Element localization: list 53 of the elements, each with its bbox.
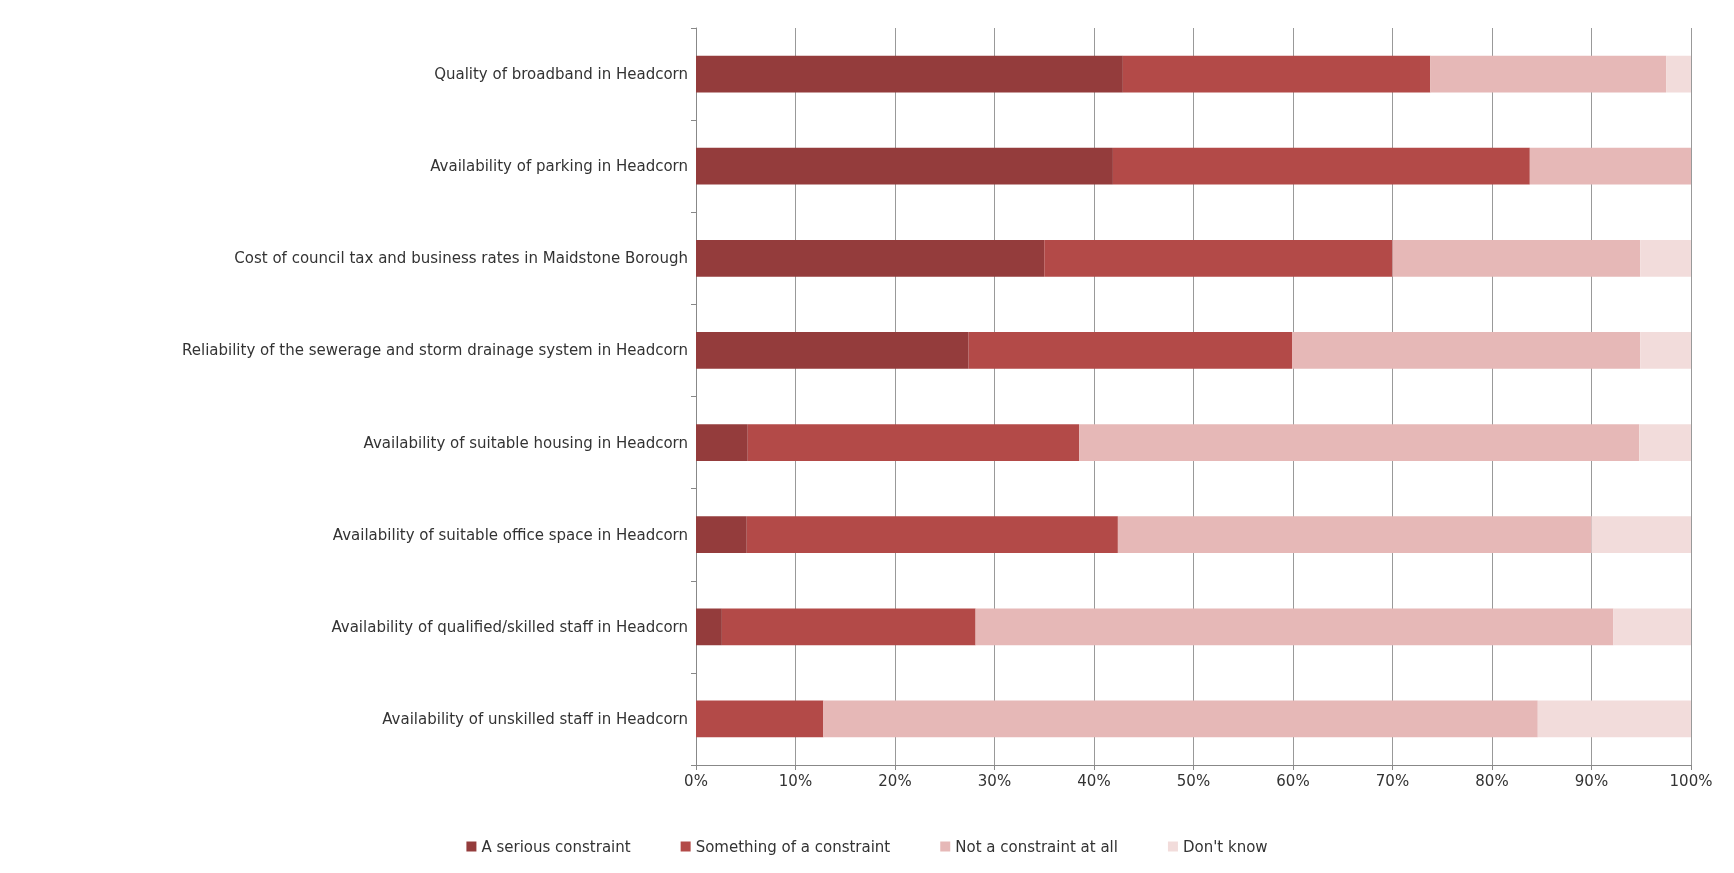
y-tick-label: Availability of qualified/skilled staff in Headcorn (331, 617, 688, 636)
bar (1122, 55, 1431, 93)
bar (1117, 516, 1592, 554)
bar (1529, 147, 1691, 185)
y-tick-label: Cost of council tax and business rates in Maidstone Borough (234, 249, 688, 268)
bar (696, 147, 1113, 185)
bar (747, 424, 1080, 461)
y-tick-label: Availability of suitable housing in Headcorn (363, 433, 688, 452)
y-tick-label: Reliability of the sewerage and storm drainage system in Headcorn (182, 341, 688, 360)
y-tick-label: Availability of parking in Headcorn (430, 157, 688, 176)
x-tick-label: 100% (1669, 771, 1713, 790)
bar (721, 608, 976, 646)
x-tick-label: 60% (1276, 771, 1310, 790)
bar (823, 700, 1538, 738)
bar (1640, 239, 1691, 277)
bar (746, 516, 1118, 554)
bar (1613, 608, 1691, 646)
bar (1640, 332, 1691, 369)
x-tick-label: 10% (778, 771, 813, 790)
legend-label: Something of a constraint (695, 837, 891, 856)
bar (1537, 700, 1691, 738)
x-tick-label: 50% (1176, 771, 1211, 790)
bar (975, 608, 1614, 646)
bar (696, 516, 747, 554)
x-tick-label: 80% (1475, 771, 1509, 790)
x-tick-label: 40% (1077, 771, 1111, 790)
y-tick-label: Quality of broadband in Headcorn (434, 65, 688, 84)
bar (696, 55, 1123, 93)
bar (1044, 239, 1393, 277)
bar (1591, 516, 1691, 554)
x-tick-label: 0% (684, 771, 708, 790)
bar (1666, 55, 1691, 93)
x-tick-label: 90% (1574, 771, 1609, 790)
bar (968, 332, 1293, 369)
bar (696, 332, 969, 369)
legend-label: A serious constraint (481, 837, 631, 856)
bar (696, 239, 1045, 277)
bar (1112, 147, 1530, 185)
x-tick-label: 70% (1375, 771, 1410, 790)
bar (1430, 55, 1667, 93)
y-tick-label: Availability of suitable office space in Headcorn (332, 525, 688, 544)
bar (1639, 424, 1691, 461)
bar (696, 700, 824, 738)
bar (1392, 239, 1641, 277)
bar (1292, 332, 1641, 369)
bar (696, 608, 722, 646)
legend-label: Not a constraint at all (955, 837, 1118, 856)
x-tick-label: 20% (878, 771, 912, 790)
bar (696, 424, 748, 461)
legend-label: Don't know (1182, 837, 1268, 856)
x-tick-label: 30% (977, 771, 1012, 790)
bar (1079, 424, 1640, 461)
y-tick-label: Availability of unskilled staff in Headcorn (382, 709, 688, 728)
